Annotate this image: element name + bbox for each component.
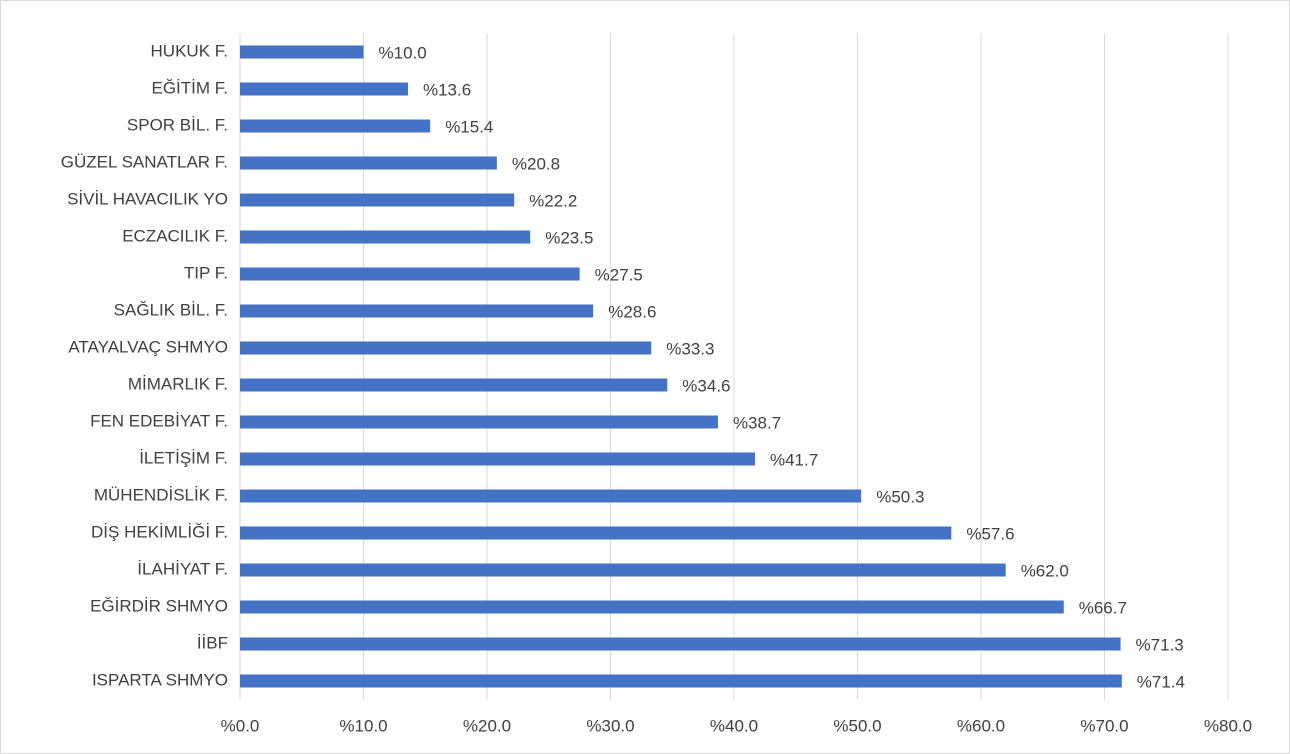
bar — [240, 489, 862, 503]
x-tick-label: %30.0 — [586, 716, 634, 735]
value-label: %27.5 — [595, 265, 643, 284]
x-tick-label: %0.0 — [221, 716, 260, 735]
value-label: %13.6 — [423, 80, 471, 99]
value-label: %33.3 — [666, 339, 714, 358]
y-tick-label: SPOR BİL. F. — [127, 115, 228, 134]
x-tick-label: %80.0 — [1204, 716, 1252, 735]
value-label: %28.6 — [608, 302, 656, 321]
y-tick-label: İİBF — [197, 633, 228, 652]
value-label: %38.7 — [733, 413, 781, 432]
bar — [240, 563, 1006, 577]
bar — [240, 452, 755, 466]
bar — [240, 526, 952, 540]
x-tick-label: %50.0 — [833, 716, 881, 735]
value-label: %34.6 — [682, 376, 730, 395]
value-label: %41.7 — [770, 450, 818, 469]
bar — [240, 156, 497, 170]
value-label: %15.4 — [445, 117, 493, 136]
y-tick-label: HUKUK F. — [151, 41, 228, 60]
value-label: %66.7 — [1079, 598, 1127, 617]
y-tick-label: GÜZEL SANATLAR F. — [61, 152, 228, 171]
bar — [240, 119, 431, 133]
x-tick-label: %70.0 — [1080, 716, 1128, 735]
value-label: %57.6 — [966, 524, 1014, 543]
y-tick-label: MİMARLIK F. — [128, 374, 228, 393]
value-label: %71.4 — [1137, 672, 1185, 691]
bar — [240, 230, 531, 244]
y-tick-label: ATAYALVAÇ SHMYO — [68, 337, 228, 356]
value-label: %71.3 — [1136, 635, 1184, 654]
y-tick-label: ECZACILIK F. — [122, 226, 228, 245]
bar — [240, 600, 1064, 614]
y-tick-label: SAĞLIK BİL. F. — [114, 300, 228, 319]
y-tick-label: FEN EDEBİYAT F. — [90, 411, 228, 430]
y-tick-label: EĞİRDİR SHMYO — [90, 596, 228, 615]
y-tick-label: MÜHENDİSLİK F. — [94, 485, 228, 504]
value-label: %23.5 — [545, 228, 593, 247]
x-tick-label: %20.0 — [463, 716, 511, 735]
value-label: %62.0 — [1021, 561, 1069, 580]
y-tick-label: SİVİL HAVACILIK YO — [67, 189, 228, 208]
bar — [240, 45, 364, 59]
y-tick-label: DİŞ HEKİMLİĞİ F. — [91, 522, 228, 541]
x-tick-label: %40.0 — [710, 716, 758, 735]
bar — [240, 415, 718, 429]
x-tick-label: %60.0 — [957, 716, 1005, 735]
x-tick-label: %10.0 — [339, 716, 387, 735]
bar — [240, 341, 652, 355]
value-label: %20.8 — [512, 154, 560, 173]
value-label: %22.2 — [529, 191, 577, 210]
y-tick-label: EĞİTİM F. — [152, 78, 229, 97]
bar — [240, 193, 515, 207]
bar — [240, 267, 580, 281]
y-tick-label: TIP F. — [184, 263, 228, 282]
y-tick-label: İLETİŞİM F. — [139, 448, 228, 467]
bar — [240, 378, 668, 392]
bar — [240, 674, 1122, 688]
y-tick-label: ISPARTA SHMYO — [92, 670, 228, 689]
value-label: %50.3 — [876, 487, 924, 506]
bar — [240, 82, 408, 96]
bar — [240, 637, 1121, 651]
y-tick-label: İLAHİYAT F. — [137, 559, 228, 578]
bar — [240, 304, 594, 318]
value-label: %10.0 — [379, 43, 427, 62]
